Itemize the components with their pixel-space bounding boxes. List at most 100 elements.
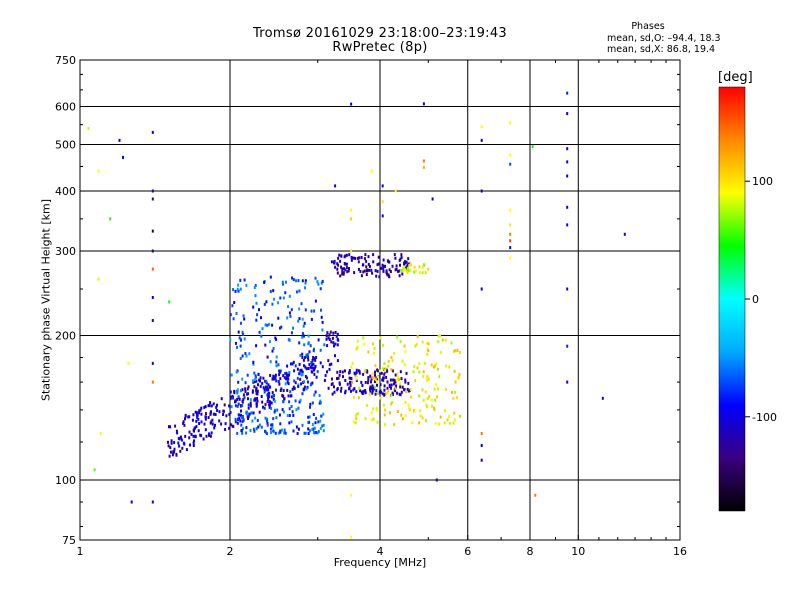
trace-point: [317, 282, 320, 286]
trace-point: [300, 368, 303, 372]
trace-point: [312, 362, 315, 366]
trace-point: [314, 358, 317, 362]
trace-point: [394, 386, 397, 390]
trace-point: [274, 376, 277, 380]
trace-point: [355, 375, 358, 378]
trace-point: [271, 391, 274, 395]
trace-point: [413, 265, 416, 269]
trace-point: [272, 417, 275, 421]
trace-point: [193, 439, 195, 443]
trace-point: [372, 417, 375, 421]
trace-point: [271, 302, 274, 306]
trace-point: [353, 387, 356, 391]
trace-point: [458, 351, 461, 354]
trace-point: [209, 412, 212, 416]
trace-point: [288, 338, 291, 342]
trace-point: [243, 337, 246, 341]
trace-point: [281, 393, 284, 397]
trace-point: [268, 322, 271, 326]
trace-point: [196, 415, 199, 419]
trace-point: [252, 360, 255, 364]
trace-point: [390, 368, 393, 372]
trace-point: [200, 406, 203, 410]
trace-point: [260, 425, 263, 429]
trace-point: [294, 364, 297, 368]
trace-point: [448, 365, 451, 369]
trace-point: [380, 371, 383, 375]
scatter-point: [151, 500, 154, 504]
trace-point: [418, 362, 421, 366]
trace-point: [361, 384, 364, 387]
trace-point: [301, 423, 304, 427]
trace-point: [236, 388, 239, 392]
trace-point: [353, 371, 356, 375]
trace-point: [452, 421, 455, 425]
trace-point: [431, 404, 433, 408]
trace-point: [404, 268, 407, 272]
trace-point: [413, 409, 416, 413]
trace-point: [438, 375, 441, 379]
trace-point: [302, 387, 305, 391]
trace-point: [236, 345, 238, 349]
trace-point: [296, 367, 299, 371]
trace-point: [194, 410, 197, 414]
trace-point: [254, 416, 257, 420]
trace-point: [301, 335, 304, 339]
trace-point: [328, 338, 331, 341]
scatter-point: [509, 153, 512, 157]
trace-point: [363, 269, 366, 273]
trace-point: [200, 434, 203, 438]
trace-point: [405, 260, 408, 264]
trace-point: [279, 377, 282, 381]
trace-point: [319, 419, 322, 423]
trace-point: [457, 376, 460, 379]
trace-point: [294, 381, 297, 385]
trace-point: [229, 390, 232, 394]
trace-point: [307, 380, 309, 384]
trace-point: [427, 342, 430, 346]
scatter-point: [422, 159, 425, 163]
trace-point: [381, 392, 384, 396]
trace-point: [412, 370, 415, 374]
trace-point: [372, 253, 375, 257]
trace-point: [355, 379, 358, 382]
trace-point: [321, 328, 324, 332]
trace-point: [422, 398, 425, 402]
trace-point: [309, 405, 311, 409]
trace-point: [256, 397, 259, 400]
scatter-point: [168, 300, 171, 304]
trace-point: [433, 387, 436, 391]
trace-point: [317, 420, 320, 424]
trace-point: [418, 271, 421, 275]
trace-point: [287, 305, 290, 309]
trace-point: [239, 278, 242, 282]
trace-point: [277, 380, 280, 383]
trace-point: [435, 383, 438, 387]
trace-point: [296, 432, 299, 435]
trace-point: [303, 385, 306, 389]
trace-point: [264, 403, 267, 406]
trace-point: [382, 269, 385, 273]
x-tick-label: 4: [377, 545, 384, 558]
trace-point: [367, 378, 370, 382]
trace-point: [339, 274, 342, 278]
trace-point: [364, 370, 367, 374]
trace-point: [319, 287, 322, 291]
trace-point: [296, 376, 299, 380]
trace-point: [261, 327, 264, 331]
trace-point: [277, 431, 280, 435]
trace-point: [256, 399, 259, 403]
trace-point: [376, 368, 379, 372]
trace-point: [382, 266, 385, 270]
trace-point: [372, 407, 375, 411]
trace-point: [180, 436, 182, 440]
trace-point: [265, 419, 268, 423]
trace-point: [425, 403, 428, 407]
scatter-point: [601, 396, 604, 400]
trace-point: [314, 364, 317, 368]
trace-point: [384, 369, 387, 373]
trace-point: [284, 376, 287, 380]
trace-point: [337, 376, 340, 380]
trace-point: [437, 334, 440, 338]
trace-point: [175, 452, 178, 456]
